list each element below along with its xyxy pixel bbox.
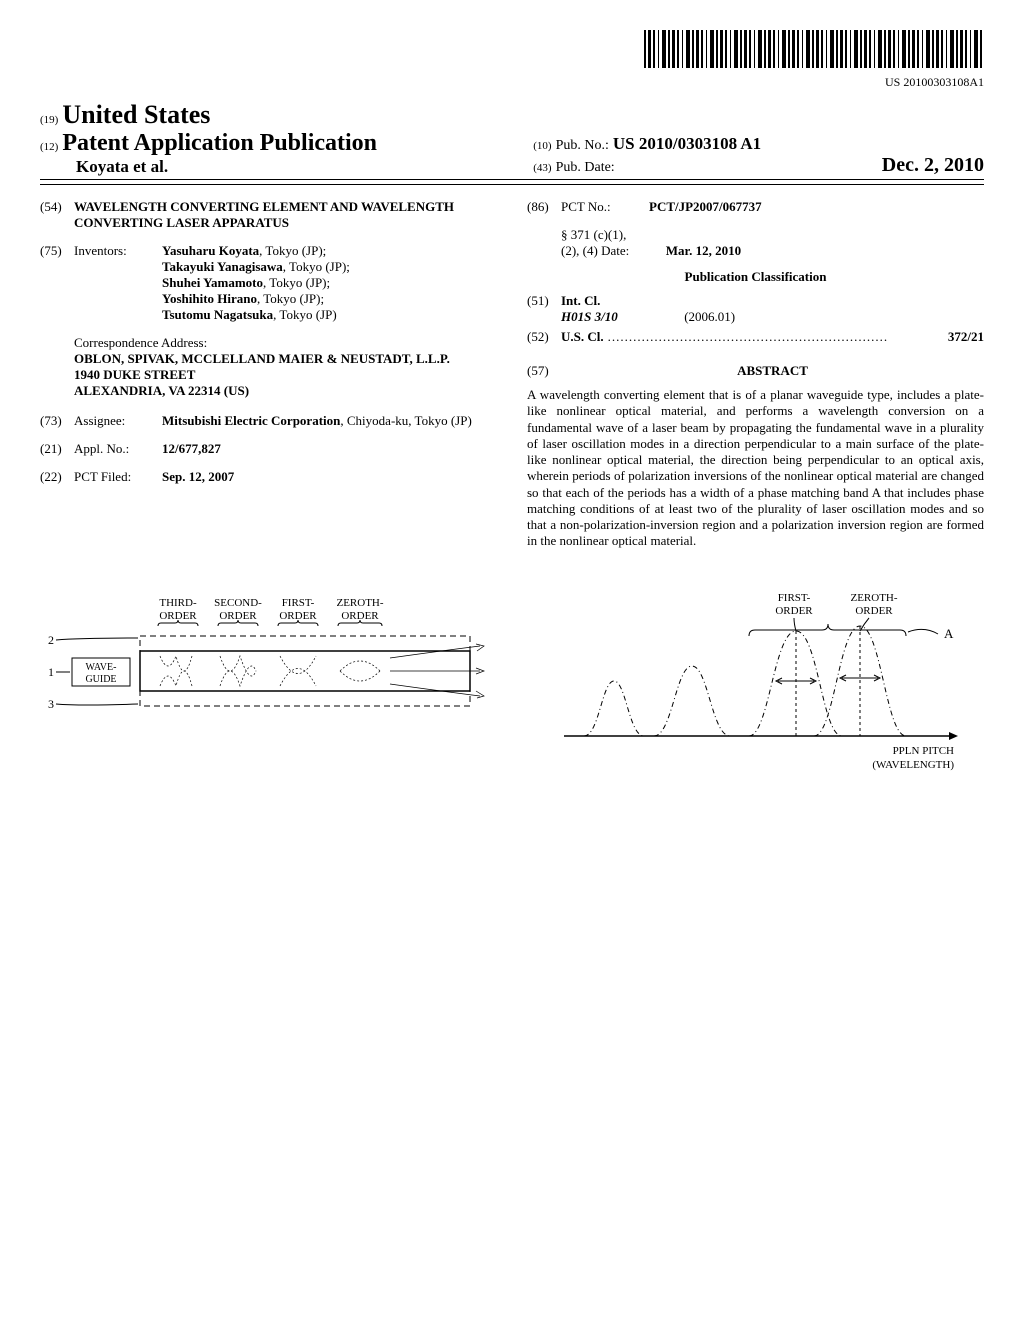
inventor-name: Tsutomu Nagatsuka: [162, 307, 273, 322]
correspondence-line: ALEXANDRIA, VA 22314 (US): [74, 383, 497, 399]
assignee-code: (73): [40, 413, 74, 429]
applno-value: 12/677,827: [162, 441, 497, 457]
inventors-list: Yasuharu Koyata, Tokyo (JP); Takayuki Ya…: [162, 243, 497, 323]
header-row: (19) United States (12) Patent Applicati…: [40, 100, 984, 180]
inventor-loc: , Tokyo (JP);: [259, 243, 326, 258]
uscl-code: (52): [527, 329, 561, 345]
correspondence-line: OBLON, SPIVAK, MCCLELLAND MAIER & NEUSTA…: [74, 351, 497, 367]
pct-code: (86): [527, 199, 561, 215]
pct-label: PCT No.:: [561, 199, 649, 215]
first-order-label: FIRST-: [778, 592, 811, 604]
inventor-name: Takayuki Yanagisawa: [162, 259, 283, 274]
filed-label: PCT Filed:: [74, 469, 162, 485]
leaders: ........................................…: [604, 329, 948, 345]
pubdate-value: Dec. 2, 2010: [882, 154, 984, 177]
assignee-loc: , Chiyoda-ku, Tokyo (JP): [340, 413, 471, 428]
order-label: ORDER: [775, 605, 813, 617]
zeroth-label: ZEROTH-: [336, 597, 383, 609]
inventor-loc: , Tokyo (JP);: [257, 291, 324, 306]
second-label: SECOND-: [214, 597, 262, 609]
filed-code: (22): [40, 469, 74, 485]
waveguide-label-bot: GUIDE: [85, 674, 116, 685]
abstract-text: A wavelength converting element that is …: [527, 387, 984, 550]
correspondence-line: 1940 DUKE STREET: [74, 367, 497, 383]
classification-heading: Publication Classification: [527, 269, 984, 285]
barcode: [644, 30, 984, 68]
s371-value: Mar. 12, 2010: [666, 243, 741, 258]
figures-row: THIRD- SECOND- FIRST- ZEROTH- ORDER ORDE…: [40, 586, 984, 786]
pubno-label: Pub. No.:: [556, 138, 609, 153]
s371-label1: § 371 (c)(1),: [561, 227, 984, 243]
callout-3: 3: [48, 697, 54, 711]
inventor-name: Yoshihito Hirano: [162, 291, 257, 306]
title-code: (54): [40, 199, 74, 231]
order-label: ORDER: [855, 605, 893, 617]
pubdate-code: (43): [533, 162, 551, 174]
pubno-value: US 2010/0303108 A1: [613, 134, 761, 153]
intcl-code: (51): [527, 293, 561, 325]
pubno-code: (10): [533, 140, 551, 152]
abstract-code: (57): [527, 363, 561, 379]
peaks-figure: FIRST- ZEROTH- ORDER ORDER A: [544, 586, 984, 786]
author-line: Koyata et al.: [76, 157, 168, 176]
correspondence-label: Correspondence Address:: [74, 335, 497, 351]
inventor-loc: , Tokyo (JP);: [283, 259, 350, 274]
band-a-label: A: [944, 626, 954, 641]
right-column: (86) PCT No.: PCT/JP2007/067737 § 371 (c…: [527, 199, 984, 550]
filed-value: Sep. 12, 2007: [162, 469, 497, 485]
inventors-code: (75): [40, 243, 74, 323]
authority-code: (19): [40, 114, 58, 126]
inventors-label: Inventors:: [74, 243, 162, 323]
publication-kind: Patent Application Publication: [62, 130, 377, 156]
intcl-label: Int. Cl.: [561, 293, 600, 308]
waveguide-label-top: WAVE-: [86, 662, 117, 673]
pubdate-label: Pub. Date:: [556, 160, 615, 175]
inventor-loc: , Tokyo (JP);: [263, 275, 330, 290]
uscl-label: U.S. Cl.: [561, 329, 604, 345]
third-label: THIRD-: [159, 597, 197, 609]
s371-label2: (2), (4) Date:: [561, 243, 629, 258]
callout-2: 2: [48, 633, 54, 647]
authority-name: United States: [62, 100, 210, 129]
uscl-value: 372/21: [948, 329, 984, 345]
assignee-label: Assignee:: [74, 413, 162, 429]
barcode-number: US 20100303108A1: [40, 75, 984, 90]
first-label: FIRST-: [282, 597, 315, 609]
pct-value: PCT/JP2007/067737: [649, 199, 984, 215]
zeroth-order-label: ZEROTH-: [850, 592, 897, 604]
applno-label: Appl. No.:: [74, 441, 162, 457]
inventor-name: Shuhei Yamamoto: [162, 275, 263, 290]
intcl-class: H01S 3/10: [561, 309, 618, 324]
patent-title: WAVELENGTH CONVERTING ELEMENT AND WAVELE…: [74, 199, 497, 231]
intcl-date: (2006.01): [684, 309, 735, 324]
assignee-name: Mitsubishi Electric Corporation: [162, 413, 340, 428]
applno-code: (21): [40, 441, 74, 457]
abstract-heading: ABSTRACT: [561, 363, 984, 379]
waveguide-figure: THIRD- SECOND- FIRST- ZEROTH- ORDER ORDE…: [40, 586, 500, 756]
x-axis-label2: (WAVELENGTH): [872, 759, 954, 771]
callout-1: 1: [48, 665, 54, 679]
x-axis-label1: PPLN PITCH: [893, 745, 954, 757]
left-column: (54) WAVELENGTH CONVERTING ELEMENT AND W…: [40, 199, 497, 550]
inventor-name: Yasuharu Koyata: [162, 243, 259, 258]
kind-code: (12): [40, 141, 58, 153]
body: (54) WAVELENGTH CONVERTING ELEMENT AND W…: [40, 199, 984, 550]
inventor-loc: , Tokyo (JP): [273, 307, 337, 322]
